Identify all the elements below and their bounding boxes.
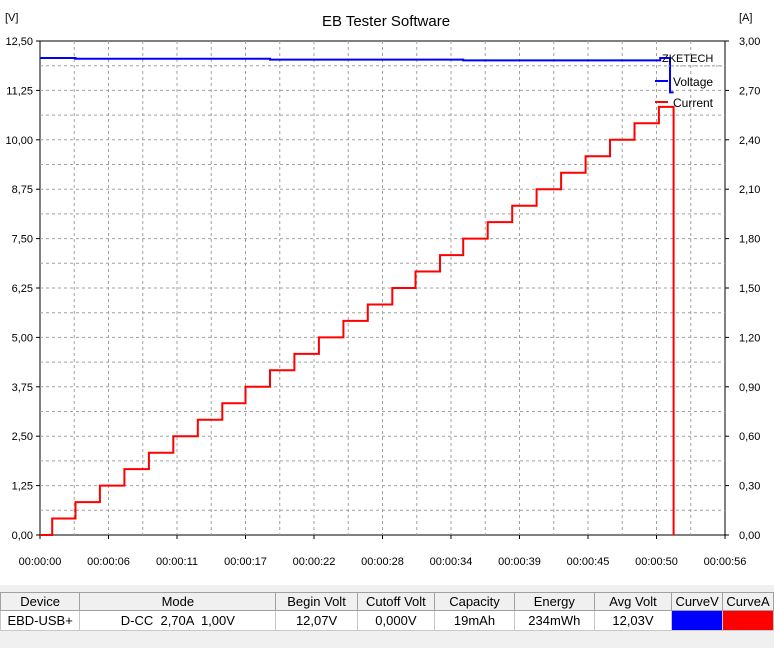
y-right-tick-label: 1,80: [739, 234, 760, 246]
grid-lines: [40, 41, 725, 535]
y-left-tick-label: 7,50: [12, 234, 33, 246]
x-tick-label: 00:00:56: [704, 556, 747, 568]
y-right-tick-label: 0,90: [739, 382, 760, 394]
col-avg-volt-header[interactable]: Avg Volt: [593, 592, 673, 611]
chart-area: EB Tester Software [V] [A] 00:00:00 00:00…: [0, 0, 774, 585]
curvea-color-cell[interactable]: [722, 610, 774, 631]
mode-cell: D-CC 2,70A 1,00V: [79, 610, 277, 631]
col-capacity-header[interactable]: Capacity: [434, 592, 515, 611]
x-tick-label: 00:00:39: [498, 556, 541, 568]
axis-ticks: 00:00:00 00:00:06 00:00:11 00:00:17 00:00:22…: [5, 36, 760, 568]
col-begin-volt-header[interactable]: Begin Volt: [275, 592, 358, 611]
y-right-tick-label: 0,30: [739, 481, 760, 493]
capacity-cell: 19mAh: [434, 610, 515, 631]
y-right-tick-label: 0,60: [739, 431, 760, 443]
x-tick-label: 00:00:11: [156, 556, 198, 568]
table-header-row: Device Mode Begin Volt Cutoff Volt Capac…: [0, 592, 774, 611]
x-tick-label: 00:00:28: [361, 556, 404, 568]
avg-volt-cell: 12,03V: [593, 610, 673, 631]
series-lines: [40, 57, 675, 536]
col-energy-header[interactable]: Energy: [513, 592, 595, 611]
legend-label-current: Current: [673, 96, 714, 110]
cutoff-volt-cell: 0,000V: [356, 610, 436, 631]
series-line-voltage: [40, 57, 674, 94]
legend-label-voltage: Voltage: [673, 75, 713, 89]
y-left-tick-label: 6,25: [12, 283, 33, 295]
col-mode-header[interactable]: Mode: [79, 592, 277, 611]
y-right-tick-label: 2,70: [739, 85, 760, 97]
x-tick-label: 00:00:34: [430, 556, 473, 568]
chart-title: EB Tester Software: [322, 13, 450, 30]
table-row[interactable]: EBD-USB+ D-CC 2,70A 1,00V 12,07V 0,000V …: [0, 610, 774, 631]
y-right-tick-label: 1,20: [739, 332, 760, 344]
y-right-tick-label: 3,00: [739, 36, 760, 48]
y-left-tick-label: 1,25: [12, 481, 33, 493]
y-right-tick-label: 1,50: [739, 283, 760, 295]
legend: ZKETECH Voltage Current: [655, 53, 722, 110]
y-left-tick-label: 8,75: [12, 184, 33, 196]
device-cell: EBD-USB+: [0, 610, 81, 631]
legend-title: ZKETECH: [662, 53, 713, 65]
col-cutoff-volt-header[interactable]: Cutoff Volt: [356, 592, 436, 611]
y-left-tick-label: 12,50: [5, 36, 33, 48]
x-tick-label: 00:00:17: [224, 556, 267, 568]
curvev-color-cell[interactable]: [671, 610, 724, 631]
energy-cell: 234mWh: [513, 610, 595, 631]
result-table: Device Mode Begin Volt Cutoff Volt Capac…: [0, 592, 774, 631]
y-left-tick-label: 5,00: [12, 332, 33, 344]
col-curvev-header[interactable]: CurveV: [671, 592, 724, 611]
x-tick-label: 00:00:00: [19, 556, 62, 568]
y-right-tick-label: 0,00: [739, 530, 760, 542]
col-device-header[interactable]: Device: [0, 592, 81, 611]
x-tick-label: 00:00:45: [567, 556, 610, 568]
x-tick-label: 00:00:50: [635, 556, 678, 568]
x-tick-label: 00:00:06: [87, 556, 130, 568]
x-tick-label: 00:00:22: [293, 556, 336, 568]
y-left-unit: [V]: [5, 12, 18, 24]
y-right-tick-label: 2,10: [739, 184, 760, 196]
y-left-tick-label: 3,75: [12, 382, 33, 394]
y-right-unit: [A]: [739, 12, 752, 24]
y-right-tick-label: 2,40: [739, 135, 760, 147]
begin-volt-cell: 12,07V: [275, 610, 358, 631]
y-left-tick-label: 0,00: [12, 530, 33, 542]
col-curvea-header[interactable]: CurveA: [722, 592, 774, 611]
y-left-tick-label: 11,25: [6, 85, 33, 97]
series-line-current: [40, 105, 675, 536]
y-left-tick-label: 10,00: [5, 135, 33, 147]
y-left-tick-label: 2,50: [12, 431, 33, 443]
